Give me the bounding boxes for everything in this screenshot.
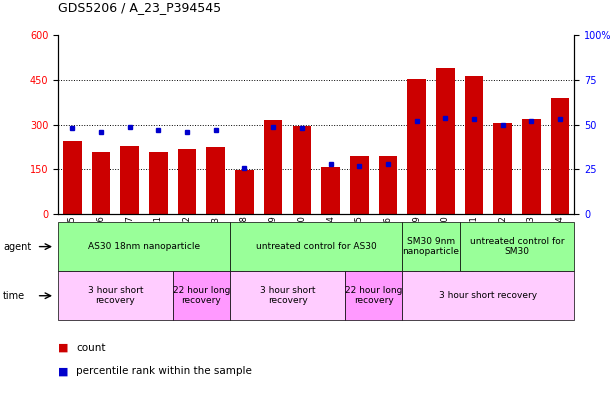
Bar [379, 156, 397, 214]
Text: count: count [76, 343, 106, 353]
Text: untreated control for AS30: untreated control for AS30 [256, 242, 376, 251]
Text: GDS5206 / A_23_P394545: GDS5206 / A_23_P394545 [58, 1, 221, 14]
Bar [235, 170, 254, 214]
Text: 22 hour long
recovery: 22 hour long recovery [173, 286, 230, 305]
Text: untreated control for
SM30: untreated control for SM30 [470, 237, 564, 256]
Bar [551, 98, 569, 214]
Bar [408, 79, 426, 214]
Bar [522, 119, 541, 214]
Text: 3 hour short
recovery: 3 hour short recovery [87, 286, 143, 305]
Bar [350, 156, 368, 214]
Text: 22 hour long
recovery: 22 hour long recovery [345, 286, 402, 305]
Bar [293, 126, 311, 214]
Text: SM30 9nm
nanoparticle: SM30 9nm nanoparticle [403, 237, 459, 256]
Text: AS30 18nm nanoparticle: AS30 18nm nanoparticle [88, 242, 200, 251]
Bar [207, 147, 225, 214]
Bar [149, 152, 168, 214]
Bar [264, 120, 282, 214]
Bar [436, 68, 455, 214]
Text: agent: agent [3, 242, 31, 252]
Text: percentile rank within the sample: percentile rank within the sample [76, 366, 252, 376]
Bar [178, 149, 197, 214]
Bar [493, 123, 512, 214]
Text: 3 hour short recovery: 3 hour short recovery [439, 291, 537, 300]
Text: ■: ■ [58, 343, 68, 353]
Bar [120, 146, 139, 214]
Bar [321, 167, 340, 214]
Text: 3 hour short
recovery: 3 hour short recovery [260, 286, 315, 305]
Bar [464, 75, 483, 214]
Text: ■: ■ [58, 366, 68, 376]
Bar [63, 141, 82, 214]
Text: time: time [3, 291, 25, 301]
Bar [92, 152, 111, 214]
